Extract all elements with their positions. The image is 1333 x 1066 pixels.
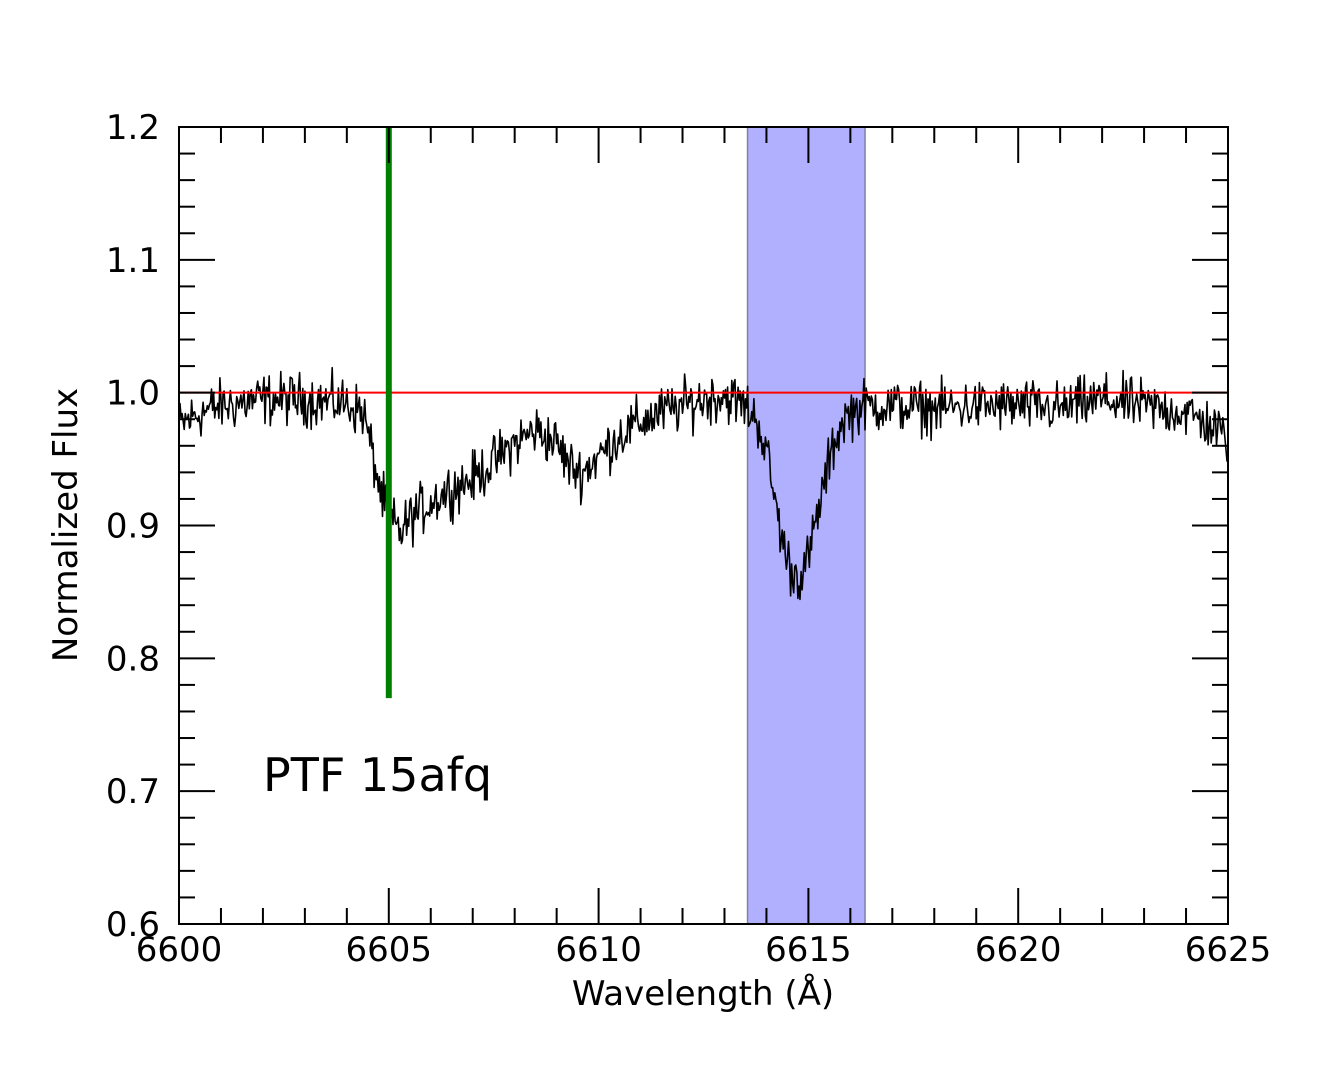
- y-tick-label: 0.8: [106, 639, 160, 679]
- x-axis-title: Wavelength (Å): [572, 973, 834, 1014]
- x-tick-label: 6600: [136, 930, 223, 970]
- object-label: PTF 15afq: [263, 748, 492, 802]
- y-tick-label: 1.2: [106, 108, 160, 148]
- y-axis-title: Normalized Flux: [46, 388, 86, 662]
- x-tick-label: 6610: [555, 930, 642, 970]
- y-tick-label: 0.7: [106, 772, 160, 812]
- y-tick-label: 0.6: [106, 905, 160, 945]
- y-tick-label: 0.9: [106, 507, 160, 547]
- x-tick-label: 6615: [765, 930, 852, 970]
- y-tick-label: 1.1: [106, 241, 160, 281]
- y-tick-label: 1.0: [106, 374, 160, 414]
- x-tick-label: 6620: [975, 930, 1062, 970]
- x-tick-label: 6625: [1185, 930, 1272, 970]
- highlight-band: [746, 126, 866, 925]
- spectrum-line: [178, 366, 1229, 601]
- x-tick-label: 6605: [346, 930, 433, 970]
